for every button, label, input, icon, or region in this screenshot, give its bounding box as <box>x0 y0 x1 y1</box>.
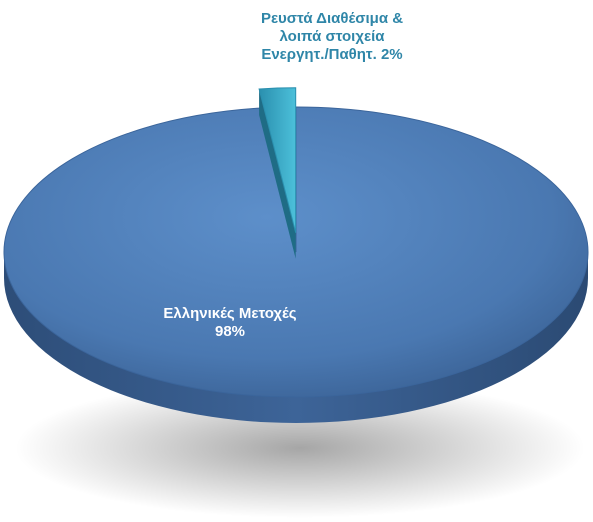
pie-slice-side-1 <box>259 88 296 259</box>
slice-label-cash-line: Ρευστά Διαθέσιμα & <box>260 10 404 27</box>
pie-slice-side-0 <box>4 252 588 423</box>
slice-label-greek-stocks: Ελληνικές Μετοχές 98% <box>130 305 330 341</box>
slice-label-greek-stocks-line: 98% <box>214 323 246 340</box>
pie-slices <box>3 87 589 423</box>
slice-label-cash-line: Ενεργητ./Παθητ. 2% <box>261 46 403 63</box>
slice-label-cash-line: λοιπά στοιχεία <box>279 28 385 45</box>
slice-label-greek-stocks-line: Ελληνικές Μετοχές <box>163 305 297 322</box>
pie-slice-1 <box>258 87 297 233</box>
pie-shadow <box>15 378 585 518</box>
pie-slice-0 <box>3 106 589 398</box>
slice-label-cash: Ρευστά Διαθέσιμα & λοιπά στοιχεία Ενεργη… <box>232 10 432 64</box>
